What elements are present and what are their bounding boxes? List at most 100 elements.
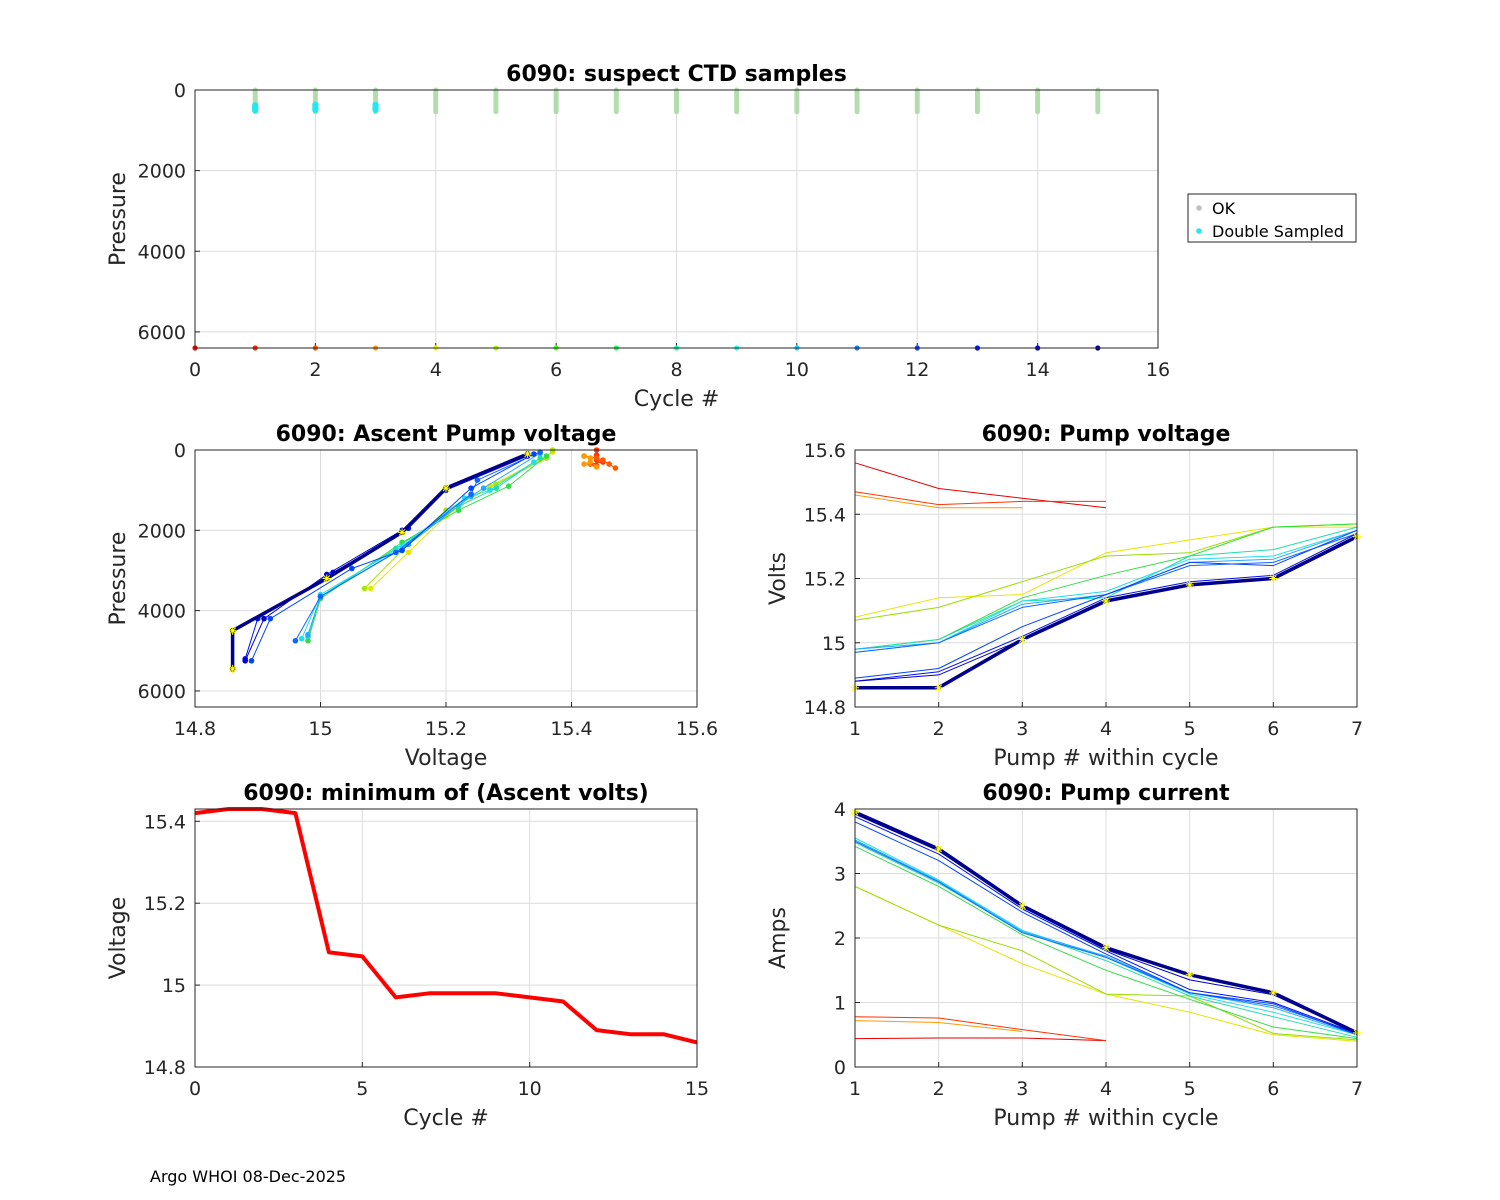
ctd-xtick-label: 10 (785, 359, 809, 381)
minv-xtick-label: 10 (518, 1078, 542, 1100)
ascent-data-point (606, 461, 612, 467)
pumpi-series-line (854, 1037, 1107, 1042)
ctd-ytick-label: 2000 (138, 161, 186, 183)
pumpv-xtick-label: 6 (1267, 718, 1279, 740)
ctd-ytick-label: 4000 (138, 241, 186, 263)
pumpv-xlabel: Pump # within cycle (993, 746, 1218, 771)
ascent-last-cycle-marker (228, 626, 237, 635)
pumpv-ytick-label: 15 (822, 633, 846, 655)
legend-label: OK (1212, 199, 1236, 218)
ctd-title: 6090: suspect CTD samples (506, 62, 847, 87)
pumpv-series-line (854, 491, 1106, 506)
ascent-data-point (587, 459, 594, 465)
ascent-title: 6090: Ascent Pump voltage (276, 422, 617, 447)
pumpv-last-cycle-marker (934, 683, 943, 692)
ctd-xtick-label: 2 (309, 359, 321, 381)
pumpi-last-cycle-marker (1185, 970, 1194, 979)
ctd-xtick-label: 14 (1026, 359, 1050, 381)
pumpv-xtick-label: 3 (1016, 718, 1028, 740)
ascent-series-line (307, 452, 541, 635)
ascent-data-point (581, 461, 587, 467)
ascent-xlabel: Voltage (405, 746, 488, 771)
ascent-ytick-label: 4000 (138, 601, 186, 623)
minv-xtick-label: 15 (685, 1078, 709, 1100)
pumpi-frame (854, 808, 1358, 1068)
pumpi-series-line (854, 1016, 1107, 1042)
ctd-samples-chart: 0 2 4 6 8 10 12 14 16 0 2000 4000 6000 6090: suspect … (106, 62, 1170, 412)
ascent-data-point (349, 565, 355, 572)
ascent-series-line (294, 451, 541, 641)
pumpv-xtick-label: 5 (1184, 718, 1196, 740)
ascent-data-point (537, 449, 543, 455)
ctd-xtick-label: 0 (189, 359, 201, 381)
ascent-data-point (593, 464, 600, 470)
ascent-xtick-label: 15.2 (425, 718, 467, 740)
pumpv-series-line (854, 529, 1358, 679)
ascent-data-point (474, 477, 481, 483)
pumpi-series-line (854, 840, 1358, 1034)
pumpi-series-line (854, 845, 1358, 1040)
ascent-data-point (361, 585, 368, 592)
ascent-data-point (292, 637, 299, 644)
ascent-last-cycle-marker (523, 450, 532, 459)
ctd-frame (194, 89, 1159, 349)
ascent-data-point (468, 491, 474, 497)
minv-frame (194, 808, 698, 1068)
ascent-data-point (537, 455, 543, 461)
ascent-data-point (298, 635, 305, 642)
pumpv-ylabel: Volts (766, 552, 791, 605)
ascent-data-point (305, 637, 311, 644)
ascent-pump-voltage-chart: 14.8 15 15.2 15.4 15.6 0 2000 4000 6000 6090: Asc… (106, 422, 718, 771)
pumpi-xtick-label: 2 (933, 1078, 945, 1100)
pumpv-last-cycle-marker (1269, 574, 1278, 583)
pumpv-last-cycle-marker (1102, 596, 1110, 605)
ascent-data-point (531, 451, 537, 457)
pumpi-last-cycle-marker (1269, 988, 1278, 997)
ascent-data-point (242, 658, 248, 664)
ascent-last-cycle-marker (228, 664, 237, 673)
double-sampled-point (372, 106, 379, 113)
pumpv-xtick-label: 2 (933, 718, 945, 740)
ascent-data-point (399, 547, 405, 554)
pumpi-xtick-label: 6 (1267, 1078, 1279, 1100)
pumpi-series-line (854, 1020, 1023, 1032)
ascent-data-point (531, 459, 537, 465)
pumpv-xtick-label: 4 (1100, 718, 1112, 740)
ascent-data-point (612, 465, 619, 471)
ascent-data-point (487, 487, 493, 493)
double-sampled-point (312, 106, 319, 113)
legend-marker (1196, 228, 1202, 234)
ascent-data-point (455, 507, 462, 514)
ascent-data-point (248, 658, 255, 664)
pumpv-ytick-label: 14.8 (804, 697, 846, 719)
minv-title: 6090: minimum of (Ascent volts) (243, 781, 649, 806)
minv-ytick-label: 15 (162, 975, 186, 997)
ctd-xtick-label: 8 (670, 359, 682, 381)
pumpv-ytick-label: 15.4 (804, 504, 846, 526)
minv-xtick-label: 5 (356, 1078, 368, 1100)
legend-marker (1196, 205, 1202, 211)
ascent-xtick-label: 15.6 (676, 718, 718, 740)
pumpi-xlabel: Pump # within cycle (993, 1106, 1218, 1131)
pumpi-title: 6090: Pump current (982, 781, 1230, 806)
pumpv-last-cycle-marker (1018, 635, 1027, 644)
pumpv-title: 6090: Pump voltage (982, 422, 1231, 447)
pumpi-ytick-label: 1 (834, 993, 846, 1015)
pumpi-ytick-label: 2 (834, 928, 846, 950)
pumpv-ytick-label: 15.6 (804, 440, 846, 462)
pumpv-frame (854, 449, 1358, 708)
pumpi-xtick-label: 1 (849, 1078, 861, 1100)
minimum-ascent-volts-chart: 0 5 10 15 14.8 15 15.2 15.4 6090: minimum of (As… (106, 781, 709, 1131)
ascent-data-point (261, 615, 267, 622)
ascent-series-line (251, 453, 535, 662)
pumpv-series-line (854, 494, 1023, 509)
ascent-data-point (468, 485, 474, 491)
pumpv-last-cycle-marker (1185, 580, 1194, 589)
pumpv-xtick-label: 7 (1351, 718, 1363, 740)
ascent-xtick-label: 14.8 (174, 718, 216, 740)
ascent-ylabel: Pressure (106, 532, 131, 626)
legend-box (1187, 193, 1357, 243)
ascent-data-point (505, 483, 512, 489)
pumpv-ytick-label: 15.2 (804, 569, 846, 591)
